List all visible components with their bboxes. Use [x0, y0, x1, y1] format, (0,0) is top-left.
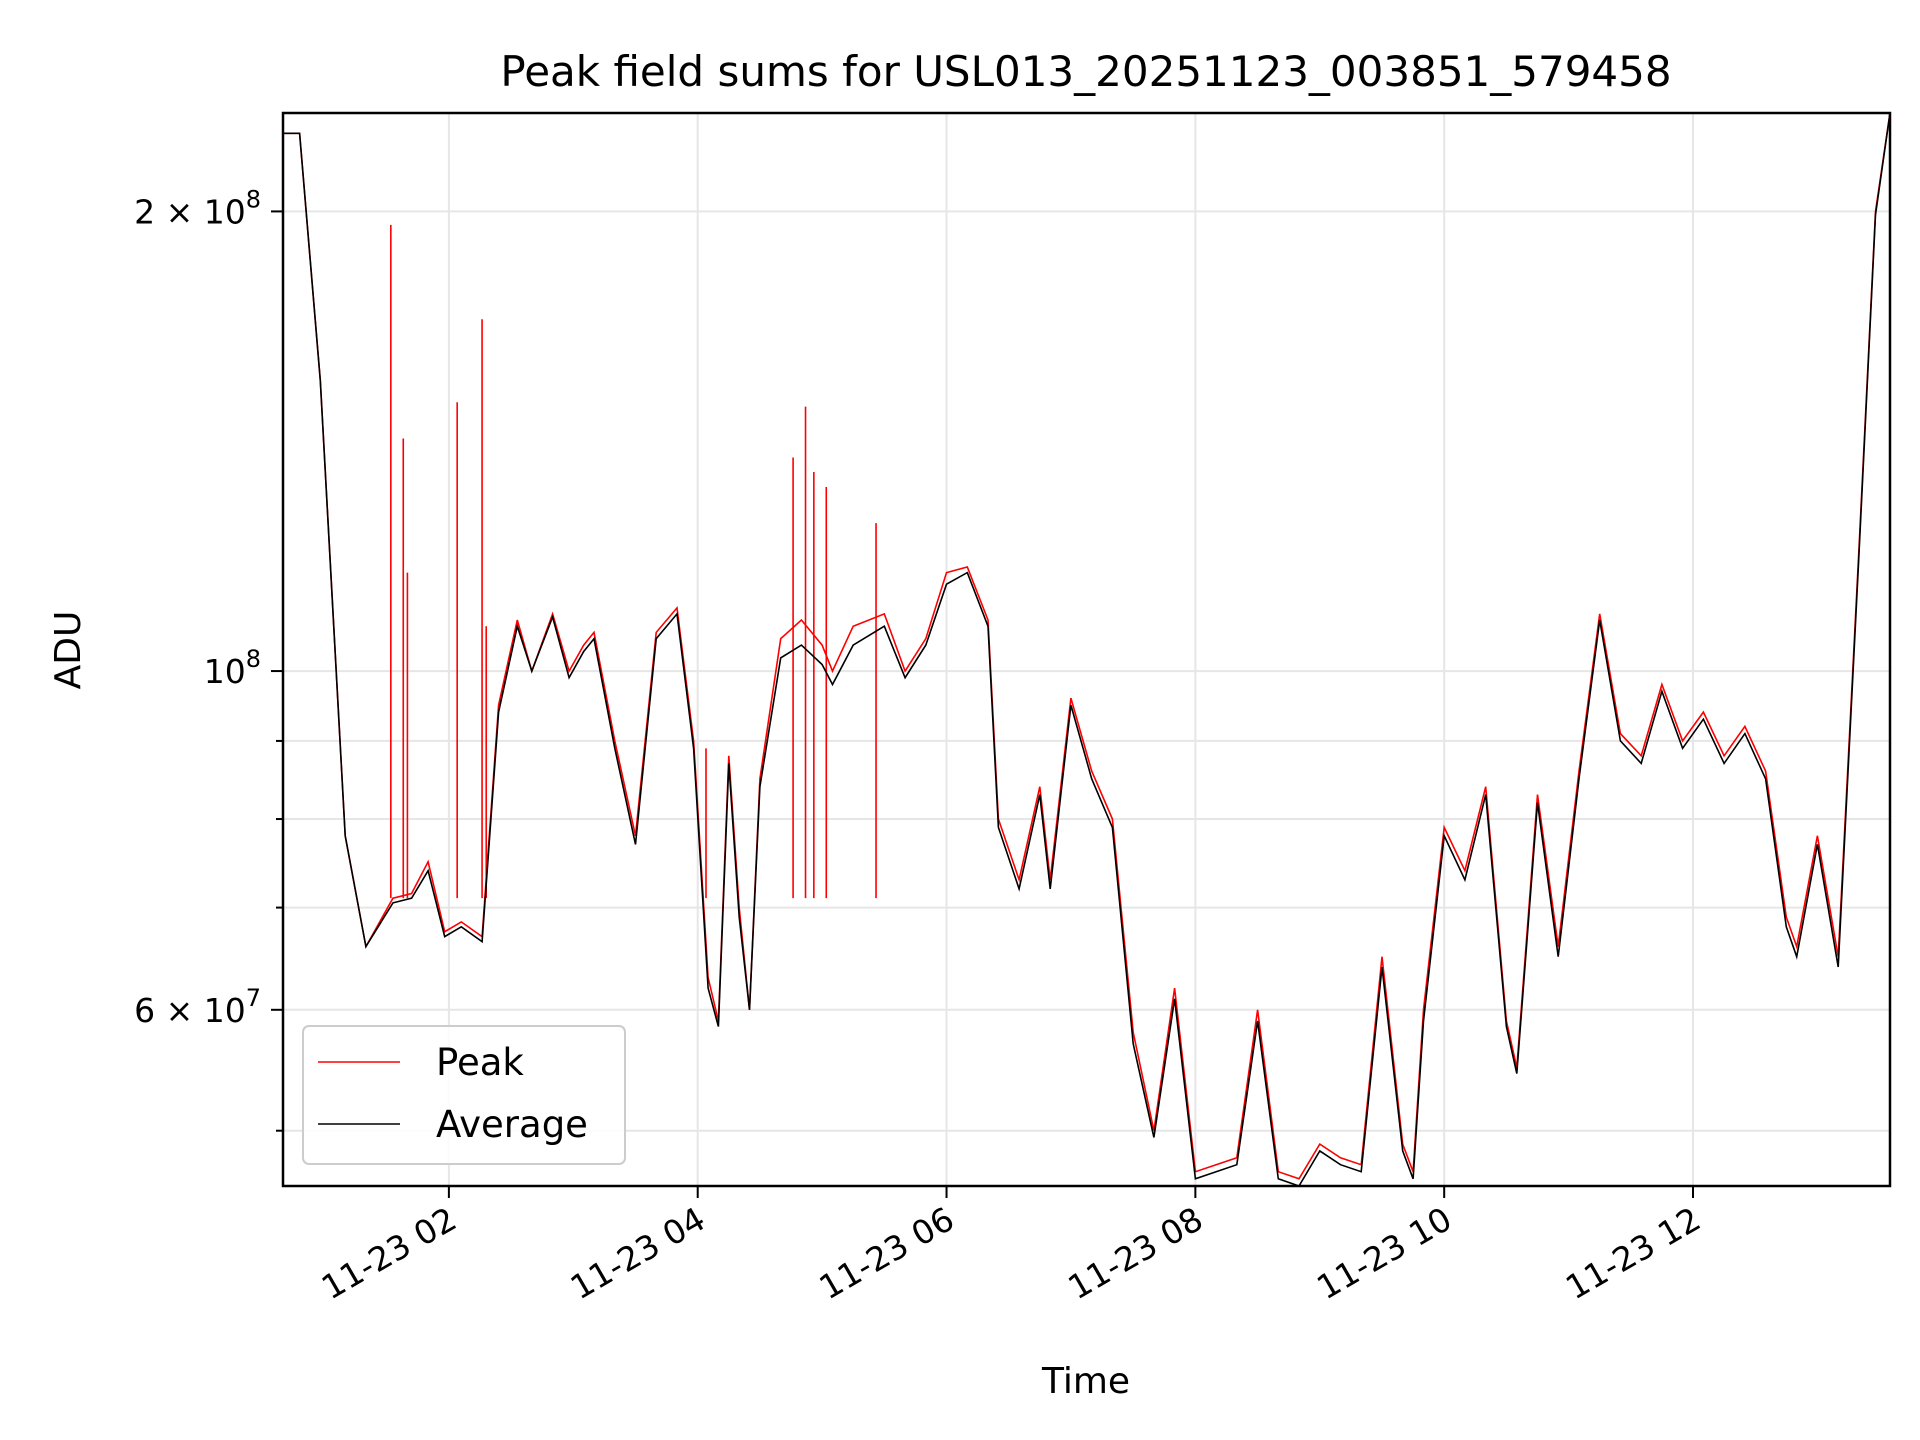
y-tick-label: 2 × 108: [134, 185, 261, 231]
x-tick-label: 11-23 10: [1310, 1199, 1458, 1307]
legend-average-label: Average: [436, 1103, 588, 1146]
x-tick-label: 11-23 02: [315, 1199, 463, 1307]
y-tick-label: 6 × 107: [134, 984, 261, 1030]
chart-title: Peak field sums for USL013_20251123_0038…: [500, 47, 1671, 96]
x-tick-label: 11-23 12: [1559, 1199, 1707, 1307]
x-tick-label: 11-23 08: [1061, 1199, 1209, 1307]
y-tick-label: 108: [204, 645, 261, 691]
x-tick-label: 11-23 04: [564, 1199, 712, 1307]
series-line-average: [283, 113, 1890, 1186]
legend-peak-label: Peak: [436, 1041, 524, 1084]
x-axis-label: Time: [1041, 1361, 1130, 1402]
plot-frame: [281, 111, 1892, 1188]
series-line-peak: [283, 113, 1890, 1180]
y-axis-label: ADU: [48, 611, 89, 690]
grid-layer: [283, 113, 1890, 1186]
plot-layer: [283, 113, 1890, 1186]
legend: Peak Average: [302, 1025, 626, 1165]
legend-box: [302, 1025, 626, 1165]
x-tick-label: 11-23 06: [813, 1199, 961, 1307]
